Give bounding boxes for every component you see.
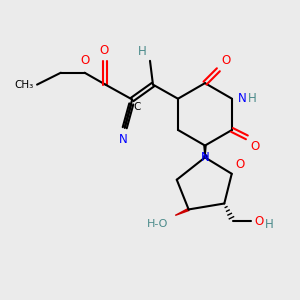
Text: O: O <box>250 140 260 153</box>
Text: O: O <box>80 54 89 68</box>
Text: C: C <box>134 102 141 112</box>
Text: O: O <box>99 44 109 57</box>
Text: CH₃: CH₃ <box>15 80 34 90</box>
Text: O: O <box>221 54 231 67</box>
Text: N: N <box>201 152 209 164</box>
Text: N: N <box>238 92 247 105</box>
Text: H: H <box>138 46 146 59</box>
Text: O: O <box>255 215 264 228</box>
Text: N: N <box>119 133 128 146</box>
Polygon shape <box>204 146 206 158</box>
Text: O: O <box>235 158 244 171</box>
Text: H: H <box>265 218 274 231</box>
Text: H: H <box>248 92 256 105</box>
Polygon shape <box>175 208 189 215</box>
Text: H-O: H-O <box>146 219 168 229</box>
